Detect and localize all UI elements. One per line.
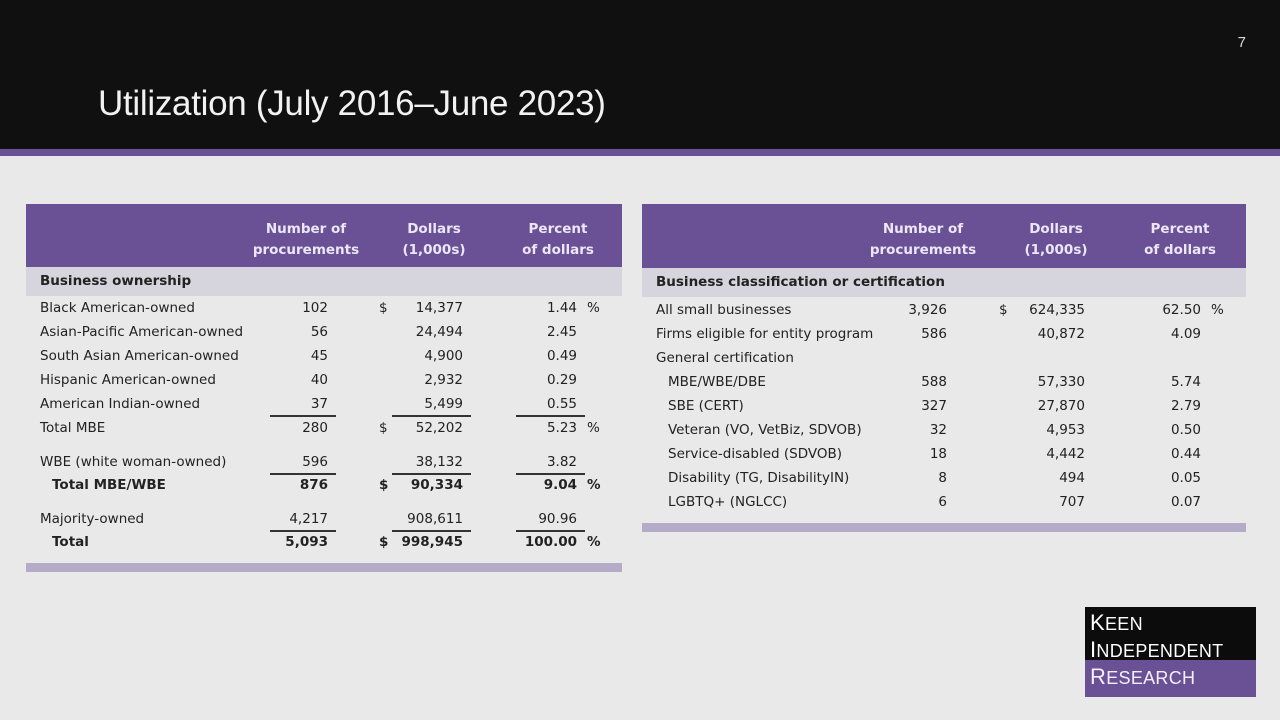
subtotal-rule — [392, 473, 471, 475]
subtotal-rule — [270, 415, 336, 417]
table-row: WBE (white woman-owned) 596 38,132 3.82 — [40, 454, 577, 470]
subtotal-rule — [516, 530, 585, 532]
table-row: Service-disabled (SDVOB) 18 4,442 0.44 — [668, 446, 1201, 462]
subtotal-rule — [516, 473, 585, 475]
header-procurements: Number of procurements — [869, 221, 977, 258]
keen-independent-research-logo: KEEN INDEPENDENT RESEARCH — [1085, 607, 1256, 697]
business-ownership-table: Number of procurements Dollars (1,000s) Pe… — [26, 204, 622, 564]
header-dollars: Dollars (1,000s) — [402, 221, 466, 258]
table-row: South Asian American-owned 45 4,900 0.49 — [40, 348, 577, 364]
header-percent: Percent of dollars — [1144, 221, 1216, 258]
slide-number: 7 — [1237, 34, 1246, 51]
subtotal-rule — [270, 473, 336, 475]
table-footer-bar — [26, 563, 622, 572]
header-procurements: Number of procurements — [252, 221, 360, 258]
subtotal-rule — [392, 530, 471, 532]
section-heading: Business ownership — [26, 267, 622, 296]
table-row: All small businesses 3,926 $ 624,335 62.… — [656, 302, 1224, 318]
subtotal-rule — [392, 415, 471, 417]
table-row: Disability (TG, DisabilityIN) 8 494 0.05 — [668, 470, 1201, 486]
slide-header: 7 Utilization (July 2016–June 2023) — [0, 0, 1280, 149]
table-row: Veteran (VO, VetBiz, SDVOB) 32 4,953 0.5… — [668, 422, 1201, 438]
table-row: Asian-Pacific American-owned 56 24,494 2… — [40, 324, 577, 340]
table-row: Hispanic American-owned 40 2,932 0.29 — [40, 372, 577, 388]
table-footer-bar — [642, 523, 1246, 532]
business-classification-table: Number of procurements Dollars (1,000s) Pe… — [642, 204, 1246, 523]
table-row: SBE (CERT) 327 27,870 2.79 — [668, 398, 1201, 414]
header-accent-stripe — [0, 149, 1280, 156]
table-row: Firms eligible for entity program 586 40… — [656, 326, 1201, 342]
slide-title: Utilization (July 2016–June 2023) — [98, 84, 606, 123]
subtotal-rule — [270, 530, 336, 532]
table-row-total-mbe: Total MBE 280 $ 52,202 5.23 % — [40, 420, 600, 436]
table-header: Number of procurements Dollars (1,000s) Pe… — [26, 204, 622, 267]
header-percent: Percent of dollars — [522, 221, 594, 258]
section-heading: Business classification or certification — [642, 268, 1246, 297]
table-row: MBE/WBE/DBE 588 57,330 5.74 — [668, 374, 1201, 390]
table-row: Black American-owned 102 $ 14,377 1.44 % — [40, 300, 600, 316]
header-dollars: Dollars (1,000s) — [1024, 221, 1088, 258]
subtotal-rule — [516, 415, 585, 417]
table-header: Number of procurements Dollars (1,000s) Pe… — [642, 204, 1246, 268]
table-row: LGBTQ+ (NGLCC) 6 707 0.07 — [668, 494, 1201, 510]
table-row: Majority-owned 4,217 908,611 90.96 — [40, 511, 577, 527]
table-row: American Indian-owned 37 5,499 0.55 — [40, 396, 577, 412]
table-row-total-mbe-wbe: Total MBE/WBE 876 $ 90,334 9.04 % — [52, 477, 601, 493]
table-row-grand-total: Total 5,093 $ 998,945 100.00 % — [52, 534, 601, 550]
table-row-group-heading: General certification — [656, 350, 794, 366]
